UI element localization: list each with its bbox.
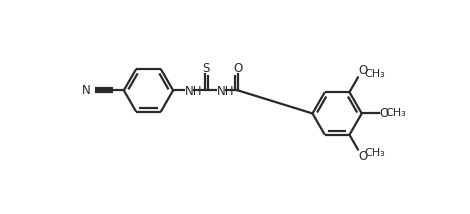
Text: NH: NH xyxy=(185,85,202,98)
Text: S: S xyxy=(202,62,209,74)
Text: O: O xyxy=(359,64,368,77)
Text: O: O xyxy=(359,150,368,163)
Text: CH₃: CH₃ xyxy=(365,148,385,158)
Text: N: N xyxy=(82,84,91,97)
Text: CH₃: CH₃ xyxy=(385,108,407,119)
Text: O: O xyxy=(233,62,243,74)
Text: O: O xyxy=(379,107,389,120)
Text: CH₃: CH₃ xyxy=(365,69,385,79)
Text: NH: NH xyxy=(217,85,235,98)
